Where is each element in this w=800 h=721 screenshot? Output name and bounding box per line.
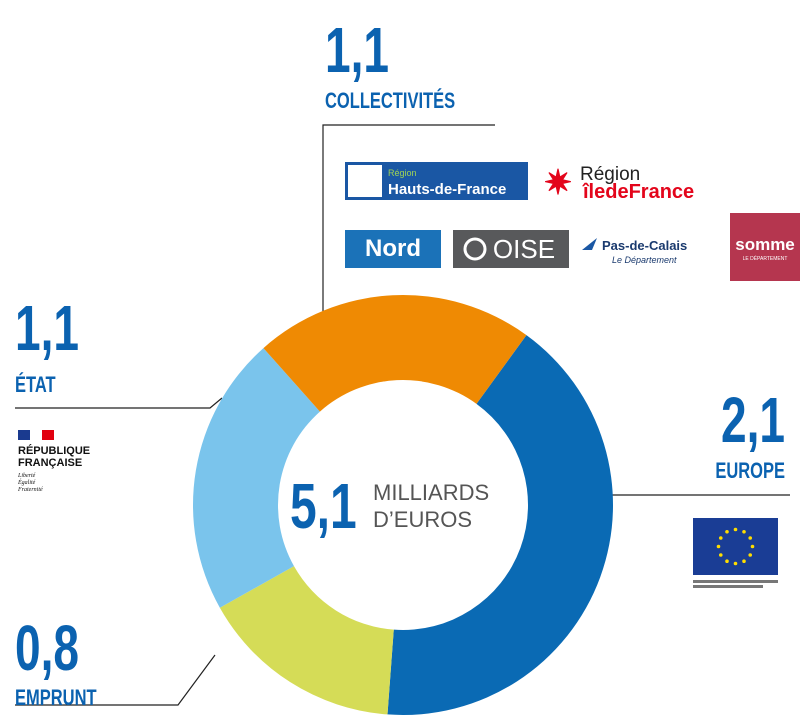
eu-star (742, 529, 746, 534)
logo-icon: ✷ (544, 164, 573, 202)
logo-text: Nord (365, 235, 421, 262)
leader-line (15, 654, 216, 706)
logo-text: FRANÇAISE (18, 457, 82, 469)
logo-text: Pas-de-Calais (602, 238, 687, 253)
donut-segment (387, 335, 613, 716)
logo-text: Égalité (17, 478, 36, 486)
logo-text: RÉPUBLIQUE (18, 444, 90, 457)
eu-star (718, 553, 723, 557)
logo-text: Le Département (612, 255, 677, 265)
eu-star (748, 536, 753, 540)
logos-collectivites: Région Hauts-de-France Région îledeFranc… (345, 162, 800, 281)
donut-segment (193, 348, 320, 608)
center-label: MILLIARDS (373, 480, 489, 505)
eu-star (718, 536, 723, 540)
donut (193, 295, 613, 716)
logo-europe (693, 518, 778, 588)
eu-star (748, 553, 753, 557)
flag-part (30, 430, 42, 440)
logo-text: Fraternité (17, 487, 43, 493)
eu-star (725, 559, 729, 564)
value-label: 2,1 (721, 385, 785, 456)
category-label: ÉTAT (15, 372, 56, 398)
logo-icon (582, 238, 597, 250)
eu-star (742, 559, 746, 564)
eu-stars (716, 527, 755, 566)
logo-text: Hauts-de-France (388, 181, 506, 198)
eu-star (716, 544, 721, 549)
value-label: 0,8 (15, 613, 79, 684)
eu-flag (693, 518, 778, 575)
leader-line (15, 397, 223, 409)
logo-caption (693, 580, 778, 583)
logo-etat: RÉPUBLIQUE FRANÇAISE Liberté Égalité Fra… (17, 430, 90, 493)
flag-part (18, 430, 30, 440)
logo-text: LE DÉPARTEMENT (743, 255, 788, 262)
category-label: COLLECTIVITÉS (325, 88, 455, 114)
logo-icon (348, 165, 382, 197)
eu-star (725, 529, 729, 534)
value-label: 1,1 (15, 293, 79, 364)
logo-box (730, 213, 800, 281)
logo-caption (693, 585, 763, 588)
category-label: EUROPE (715, 459, 785, 484)
center-value: 5,1 (290, 470, 357, 541)
logo-text: Région (388, 168, 417, 178)
logo-text: somme (735, 235, 795, 254)
logo-text: îledeFrance (582, 181, 694, 203)
logo-box (453, 230, 569, 268)
donut-segment (263, 295, 527, 412)
value-label: 1,1 (325, 15, 389, 86)
eu-star (733, 527, 738, 532)
leader-line (322, 124, 495, 340)
logo-text: OISE (493, 234, 555, 264)
logo-icon (463, 237, 487, 261)
eu-star (733, 561, 738, 566)
center-label: D’EUROS (373, 507, 472, 532)
logo-text: Liberté (17, 473, 36, 479)
donut-segment (219, 566, 394, 715)
logo-box (345, 230, 441, 268)
flag-part (42, 430, 54, 440)
eu-star (750, 544, 755, 549)
logo-text: Région (580, 164, 640, 185)
category-label: EMPRUNT (15, 686, 97, 711)
